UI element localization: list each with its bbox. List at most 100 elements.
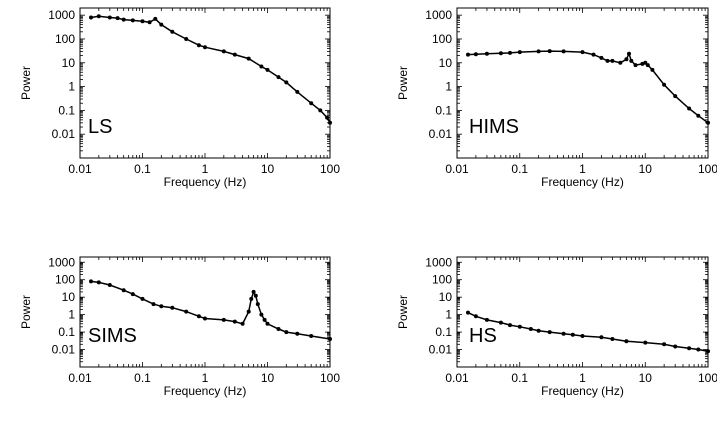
data-point: [561, 49, 566, 54]
x-tick-label: 0.01: [445, 162, 469, 176]
data-point: [121, 17, 126, 22]
data-point: [159, 304, 164, 309]
data-point: [687, 346, 692, 351]
data-point: [473, 314, 478, 319]
x-tick-label: 1: [202, 162, 209, 176]
data-point: [253, 293, 258, 298]
data-point: [96, 14, 101, 19]
data-point: [508, 323, 512, 328]
data-point: [255, 302, 260, 307]
y-tick-label: 1: [445, 308, 452, 322]
data-point: [508, 50, 512, 55]
x-tick-label: 100: [698, 371, 717, 385]
data-point: [184, 37, 189, 41]
series-line: [90, 280, 331, 340]
y-tick-label: 1000: [425, 8, 452, 22]
data-point: [706, 349, 710, 354]
data-point: [528, 327, 533, 331]
data-point: [473, 52, 478, 57]
y-axis-label: Power: [396, 295, 410, 329]
x-tick-label: 1: [202, 371, 209, 385]
data-point: [232, 319, 237, 324]
data-point: [696, 347, 701, 352]
plot-frame: [79, 7, 331, 159]
data-point: [650, 67, 655, 72]
y-tick-label: 0.01: [52, 127, 76, 141]
y-tick-label: 10: [439, 56, 453, 70]
x-axis-label: Frequency (Hz): [164, 384, 247, 398]
data-point: [121, 288, 126, 293]
data-point: [643, 340, 648, 345]
data-point: [318, 108, 323, 113]
data-point: [328, 120, 332, 125]
data-point: [599, 335, 604, 340]
data-point: [605, 58, 610, 63]
y-tick-label: 10: [62, 56, 76, 70]
data-point: [673, 344, 678, 349]
data-point: [170, 29, 175, 34]
data-point: [517, 50, 522, 55]
data-point: [140, 19, 145, 24]
data-point: [309, 101, 314, 106]
data-point: [706, 120, 710, 125]
data-point: [618, 60, 623, 65]
y-tick-label: 10: [439, 290, 453, 304]
data-point: [249, 296, 254, 301]
x-tick-label: 1: [579, 371, 586, 385]
y-tick-label: 0.01: [52, 343, 76, 357]
y-axis-label: Power: [19, 295, 33, 329]
plot-frame: [456, 256, 709, 368]
data-point: [561, 331, 566, 336]
data-point: [284, 330, 289, 335]
data-point: [610, 337, 615, 341]
x-tick-label: 100: [320, 162, 340, 176]
data-point: [610, 58, 615, 63]
data-point: [151, 302, 156, 307]
data-point: [498, 320, 503, 325]
data-point: [259, 312, 264, 317]
data-point: [246, 56, 251, 61]
data-point: [547, 49, 552, 54]
data-point: [232, 52, 237, 57]
panel-annotation: LS: [88, 116, 112, 138]
series-line: [467, 50, 709, 124]
x-tick-label: 0.01: [445, 371, 469, 385]
data-point: [107, 283, 112, 287]
data-point: [96, 280, 101, 285]
data-point: [140, 296, 145, 301]
data-point: [580, 50, 585, 55]
panel-annotation: SIMS: [88, 325, 137, 347]
x-tick-label: 100: [698, 162, 717, 176]
y-tick-label: 0.1: [435, 103, 452, 117]
data-point: [687, 106, 692, 111]
data-point: [130, 18, 135, 23]
data-point: [284, 80, 289, 85]
panel-ls: 0.01 0.1 1 10 100 0.01 0.1 1 10 100 1000 Frequency …: [19, 7, 340, 189]
data-point: [645, 63, 650, 68]
data-point: [262, 317, 267, 322]
x-tick-label: 0.01: [68, 371, 92, 385]
x-axis-label: Frequency (Hz): [541, 175, 624, 189]
y-tick-label: 1: [68, 80, 75, 94]
y-tick-label: 0.01: [429, 127, 453, 141]
data-point: [536, 49, 541, 54]
data-point: [662, 82, 667, 87]
data-point: [153, 16, 158, 21]
data-point: [624, 339, 629, 344]
series-line: [467, 311, 709, 352]
data-point: [547, 330, 552, 335]
data-point: [147, 20, 152, 25]
data-point: [570, 332, 575, 337]
x-tick-label: 10: [261, 371, 275, 385]
data-point: [633, 63, 638, 68]
panel-sims: 0.01 0.1 1 10 100 0.01 0.1 1 10 100 1000 Frequency …: [19, 255, 340, 398]
x-tick-label: 100: [320, 371, 340, 385]
panel-hims: 0.01 0.1 1 10 100 0.01 0.1 1 10 100 1000 Frequency …: [396, 7, 717, 189]
data-point: [184, 309, 189, 314]
data-point: [696, 113, 701, 118]
data-point: [107, 15, 112, 20]
data-point: [170, 305, 175, 310]
x-tick-label: 10: [639, 162, 653, 176]
panel-hs: 0.01 0.1 1 10 100 0.01 0.1 1 10 100 1000 Frequency …: [396, 255, 717, 398]
